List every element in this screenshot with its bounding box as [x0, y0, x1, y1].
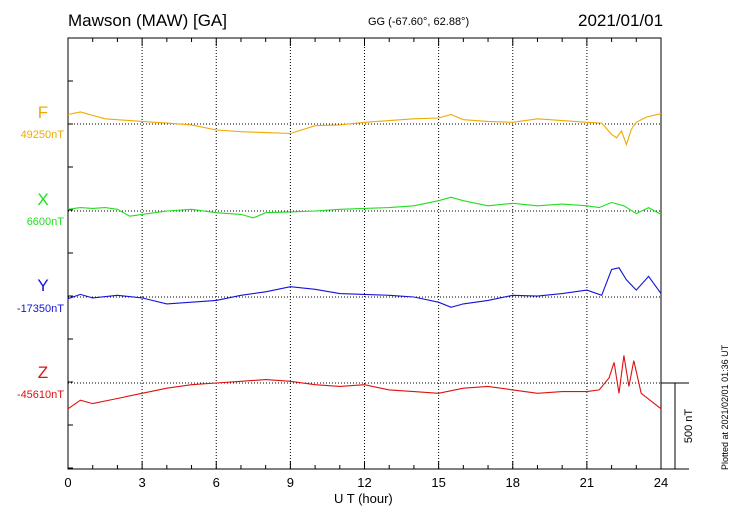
baseline-value-x: 6600nT [27, 216, 65, 228]
plot-date: 2021/01/01 [578, 11, 664, 30]
baseline-value-f: 49250nT [21, 129, 65, 141]
x-tick-label: 15 [431, 475, 445, 490]
component-label-y: Y [37, 276, 48, 295]
x-axis-label: U T (hour) [334, 491, 393, 506]
x-tick-label: 21 [580, 475, 594, 490]
x-tick-label: 9 [287, 475, 294, 490]
x-tick-label: 0 [64, 475, 71, 490]
baseline-value-z: -45610nT [17, 389, 64, 401]
scale-bar-label: 500 nT [683, 409, 695, 444]
x-tick-label: 12 [357, 475, 371, 490]
x-tick-label: 24 [654, 475, 668, 490]
series-line-f [67, 111, 662, 147]
series-line-y [67, 267, 662, 308]
station-title: Mawson (MAW) [GA] [68, 11, 227, 30]
series-line-z [67, 355, 662, 410]
plotted-timestamp: Plotted at 2021/02/01 01:36 UT [720, 344, 730, 470]
x-tick-label: 3 [139, 475, 146, 490]
x-tick-label: 6 [213, 475, 220, 490]
series-line-x [67, 196, 662, 219]
component-label-z: Z [38, 363, 48, 382]
x-tick-label: 18 [506, 475, 520, 490]
component-label-f: F [38, 103, 48, 122]
baseline-value-y: -17350nT [17, 303, 64, 315]
geographic-coordinates: GG (-67.60°, 62.88°) [368, 16, 470, 28]
component-label-x: X [37, 190, 48, 209]
